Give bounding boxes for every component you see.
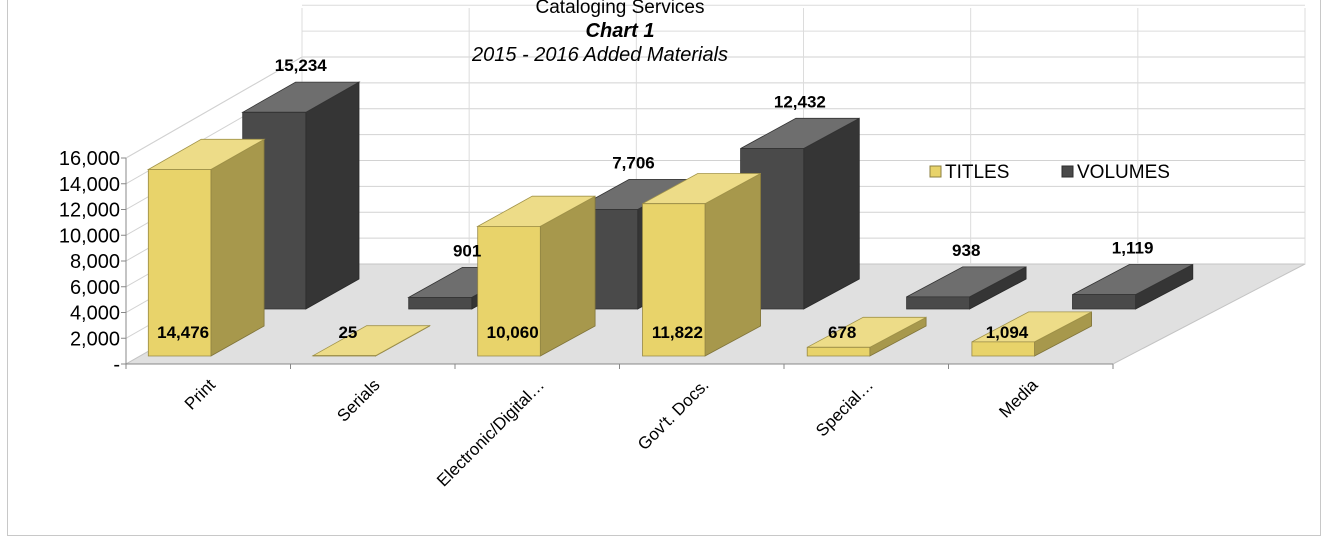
chart-subtitle: Chart 1 (585, 20, 655, 42)
bar-volumes (1072, 263, 1194, 310)
legend-label-volumes: VOLUMES (1077, 162, 1170, 183)
bar-titles (476, 195, 596, 357)
x-tick-label: Print (181, 375, 219, 413)
bar-titles (146, 138, 266, 357)
legend-swatch-titles (929, 165, 942, 178)
bar-front-face (408, 296, 473, 310)
y-tick-label: 10,000 (59, 225, 120, 247)
y-tick-label: 16,000 (59, 148, 120, 170)
data-label-titles: 14,476 (157, 323, 209, 342)
bar-volumes (906, 266, 1027, 310)
bar-front-face (906, 296, 970, 310)
legend-label-titles: TITLES (945, 162, 1009, 183)
data-label-titles: 11,822 (652, 323, 703, 342)
x-tick-label: Electronic/Digital… (433, 375, 548, 490)
data-label-volumes: 938 (952, 241, 980, 260)
data-label-volumes: 7,706 (612, 153, 655, 172)
bar-front-face (642, 203, 706, 357)
bar-front-face (971, 341, 1035, 357)
y-tick-label: 8,000 (70, 251, 120, 273)
bar-front-face (477, 225, 541, 357)
bar-front-face (1072, 294, 1136, 310)
chart-area-border (7, 0, 1321, 536)
data-label-titles: 10,060 (487, 323, 539, 342)
chart-title: Cataloging Services (535, 0, 705, 18)
bar-front-face (147, 169, 212, 357)
bar-titles (971, 311, 1092, 357)
data-label-volumes: 15,234 (275, 56, 328, 75)
x-tick-label: Special… (812, 375, 877, 440)
chart-legend: TITLES VOLUMES (929, 162, 1170, 183)
x-tick-label: Serials (333, 375, 383, 425)
y-tick-label: - (113, 354, 120, 376)
y-tick-label: 4,000 (70, 303, 120, 325)
x-tick-label: Media (995, 375, 1042, 422)
bar-side-face (704, 172, 761, 357)
data-label-titles: 678 (828, 323, 856, 342)
bar-side-face (305, 81, 360, 310)
y-tick-label: 14,000 (59, 174, 120, 196)
legend-swatch-volumes (1061, 165, 1074, 178)
bar-side-face (803, 117, 860, 310)
data-label-titles: 25 (338, 323, 357, 342)
bar-front-face (806, 346, 871, 357)
bar-side-face (210, 138, 265, 357)
data-label-volumes: 12,432 (774, 92, 826, 111)
y-tick-label: 12,000 (59, 200, 120, 222)
data-label-volumes: 901 (453, 241, 481, 260)
y-tick-label: 2,000 (70, 328, 120, 350)
x-tick-label: Gov't. Docs. (634, 375, 713, 454)
chart-caption: 2015 - 2016 Added Materials (471, 44, 729, 66)
bar-titles (311, 325, 432, 357)
data-label-volumes: 1,119 (1112, 239, 1154, 258)
bar-titles (642, 172, 761, 357)
y-tick-label: 6,000 (70, 277, 120, 299)
data-label-titles: 1,094 (986, 323, 1029, 342)
bar-titles (806, 316, 927, 357)
